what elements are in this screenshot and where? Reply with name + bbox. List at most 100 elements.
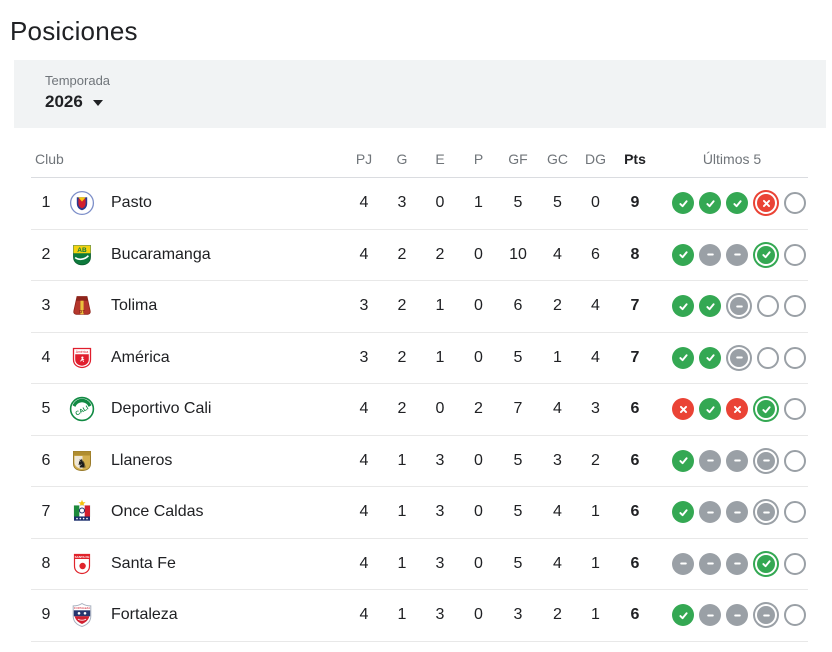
position: 6 — [41, 451, 51, 469]
deportivo-cali-crest-icon: CALI — [61, 396, 103, 422]
last5-results — [656, 190, 808, 217]
table-row-llaneros[interactable]: 6 ♞ Llaneros 4 1 3 0 5 3 2 6 — [31, 436, 808, 487]
position: 5 — [41, 400, 51, 418]
draw-match-icon — [699, 449, 721, 472]
last5-results — [656, 344, 808, 371]
stat-p: 0 — [474, 297, 483, 315]
stat-e: 0 — [435, 400, 445, 418]
tolima-crest-icon: DT — [61, 293, 103, 319]
draw-match-icon — [726, 552, 748, 575]
stat-p: 0 — [474, 503, 483, 521]
position: 2 — [41, 245, 51, 263]
col-header-gf: GF — [508, 150, 528, 167]
col-header-dg: DG — [585, 150, 606, 167]
last5-results — [656, 602, 808, 629]
upcoming-match-icon — [784, 398, 806, 421]
draw-match-icon — [753, 447, 779, 474]
col-header-p: P — [473, 150, 484, 167]
win-match-icon — [753, 396, 779, 423]
season-dropdown[interactable]: 2026 — [45, 92, 103, 112]
stat-gc: 2 — [553, 297, 562, 315]
stat-pj: 4 — [359, 194, 369, 212]
draw-match-icon — [672, 552, 694, 575]
stat-pj: 3 — [359, 348, 369, 366]
club-name: América — [111, 348, 170, 366]
stat-gf: 5 — [513, 348, 523, 366]
stat-g: 2 — [397, 348, 407, 366]
stat-dg: 1 — [591, 606, 600, 624]
stat-pj: 3 — [359, 297, 369, 315]
stat-pts: 6 — [630, 503, 640, 521]
stat-g: 3 — [397, 194, 407, 212]
win-match-icon — [699, 295, 721, 318]
stat-g: 2 — [397, 245, 407, 263]
stat-pj: 4 — [359, 606, 369, 624]
table-row-pasto[interactable]: 1 Pasto 4 3 0 1 5 5 0 9 — [31, 178, 808, 230]
win-match-icon — [672, 243, 694, 266]
stat-gc: 4 — [553, 554, 562, 572]
stat-gc: 3 — [553, 451, 562, 469]
draw-match-icon — [699, 604, 721, 627]
llaneros-crest-icon: ♞ — [61, 448, 103, 474]
stat-p: 2 — [474, 400, 483, 418]
upcoming-match-icon — [784, 501, 806, 524]
season-label: Temporada — [45, 73, 111, 88]
stat-e: 3 — [435, 451, 445, 469]
stat-pj: 4 — [359, 245, 369, 263]
table-row-once-caldas[interactable]: 7 Once Caldas 4 1 3 0 5 4 1 — [31, 487, 808, 539]
upcoming-match-icon — [784, 295, 806, 318]
table-row-tolima[interactable]: 3 DT Tolima 3 2 1 0 6 2 4 7 — [31, 281, 808, 333]
stat-p: 0 — [474, 245, 483, 263]
stat-e: 1 — [435, 297, 445, 315]
club-name: Deportivo Cali — [111, 400, 212, 418]
stat-pj: 4 — [359, 451, 369, 469]
col-header-last5: Últimos 5 — [702, 150, 762, 167]
upcoming-match-icon — [784, 604, 806, 627]
santa-fe-crest-icon: SANTA FE — [61, 551, 103, 577]
win-match-icon — [699, 346, 721, 369]
table-row-santa-fe[interactable]: 8 SANTA FE Santa Fe 4 1 3 0 5 4 1 6 — [31, 539, 808, 590]
stat-p: 0 — [474, 554, 483, 572]
table-row-fortaleza[interactable]: 9 FORTALEZA Fortaleza 4 1 3 0 3 2 1 6 — [31, 590, 808, 642]
table-row-america[interactable]: 4 América América 3 2 1 0 5 1 4 7 — [31, 333, 808, 384]
loss-match-icon — [753, 190, 779, 217]
stat-dg: 0 — [591, 194, 600, 212]
table-row-bucaramanga[interactable]: 2 AB Bucaramanga 4 2 2 0 10 4 6 8 — [31, 230, 808, 281]
stat-gf: 5 — [513, 451, 523, 469]
stat-p: 0 — [474, 451, 483, 469]
stat-e: 2 — [435, 245, 445, 263]
stat-dg: 1 — [591, 554, 600, 572]
stat-gc: 5 — [553, 194, 562, 212]
win-match-icon — [753, 241, 779, 268]
win-match-icon — [753, 550, 779, 577]
stat-pj: 4 — [359, 503, 369, 521]
stat-gc: 2 — [553, 606, 562, 624]
club-name: Llaneros — [111, 451, 173, 469]
stat-e: 3 — [435, 503, 445, 521]
club-name: Fortaleza — [111, 606, 178, 624]
stat-g: 1 — [397, 451, 407, 469]
draw-match-icon — [726, 604, 748, 627]
stat-g: 2 — [397, 400, 407, 418]
position: 4 — [41, 348, 51, 366]
svg-text:DT: DT — [79, 309, 85, 314]
last5-results — [656, 550, 808, 577]
club-name: Bucaramanga — [111, 245, 211, 263]
stat-e: 0 — [435, 194, 445, 212]
last5-results — [656, 396, 808, 423]
svg-text:América: América — [76, 350, 89, 354]
stat-e: 1 — [435, 348, 445, 366]
upcoming-match-icon — [757, 346, 779, 369]
draw-match-icon — [699, 552, 721, 575]
table-row-deportivo-cali[interactable]: 5 CALI Deportivo Cali 4 2 0 2 7 4 3 6 — [31, 384, 808, 436]
draw-match-icon — [699, 243, 721, 266]
stat-g: 1 — [397, 606, 407, 624]
stat-p: 1 — [474, 194, 483, 212]
position: 9 — [41, 606, 51, 624]
stat-gf: 5 — [513, 554, 523, 572]
stat-g: 1 — [397, 554, 407, 572]
col-header-club: Club — [35, 150, 64, 167]
win-match-icon — [672, 501, 694, 524]
stat-pts: 9 — [630, 194, 640, 212]
col-header-e: E — [435, 150, 445, 167]
